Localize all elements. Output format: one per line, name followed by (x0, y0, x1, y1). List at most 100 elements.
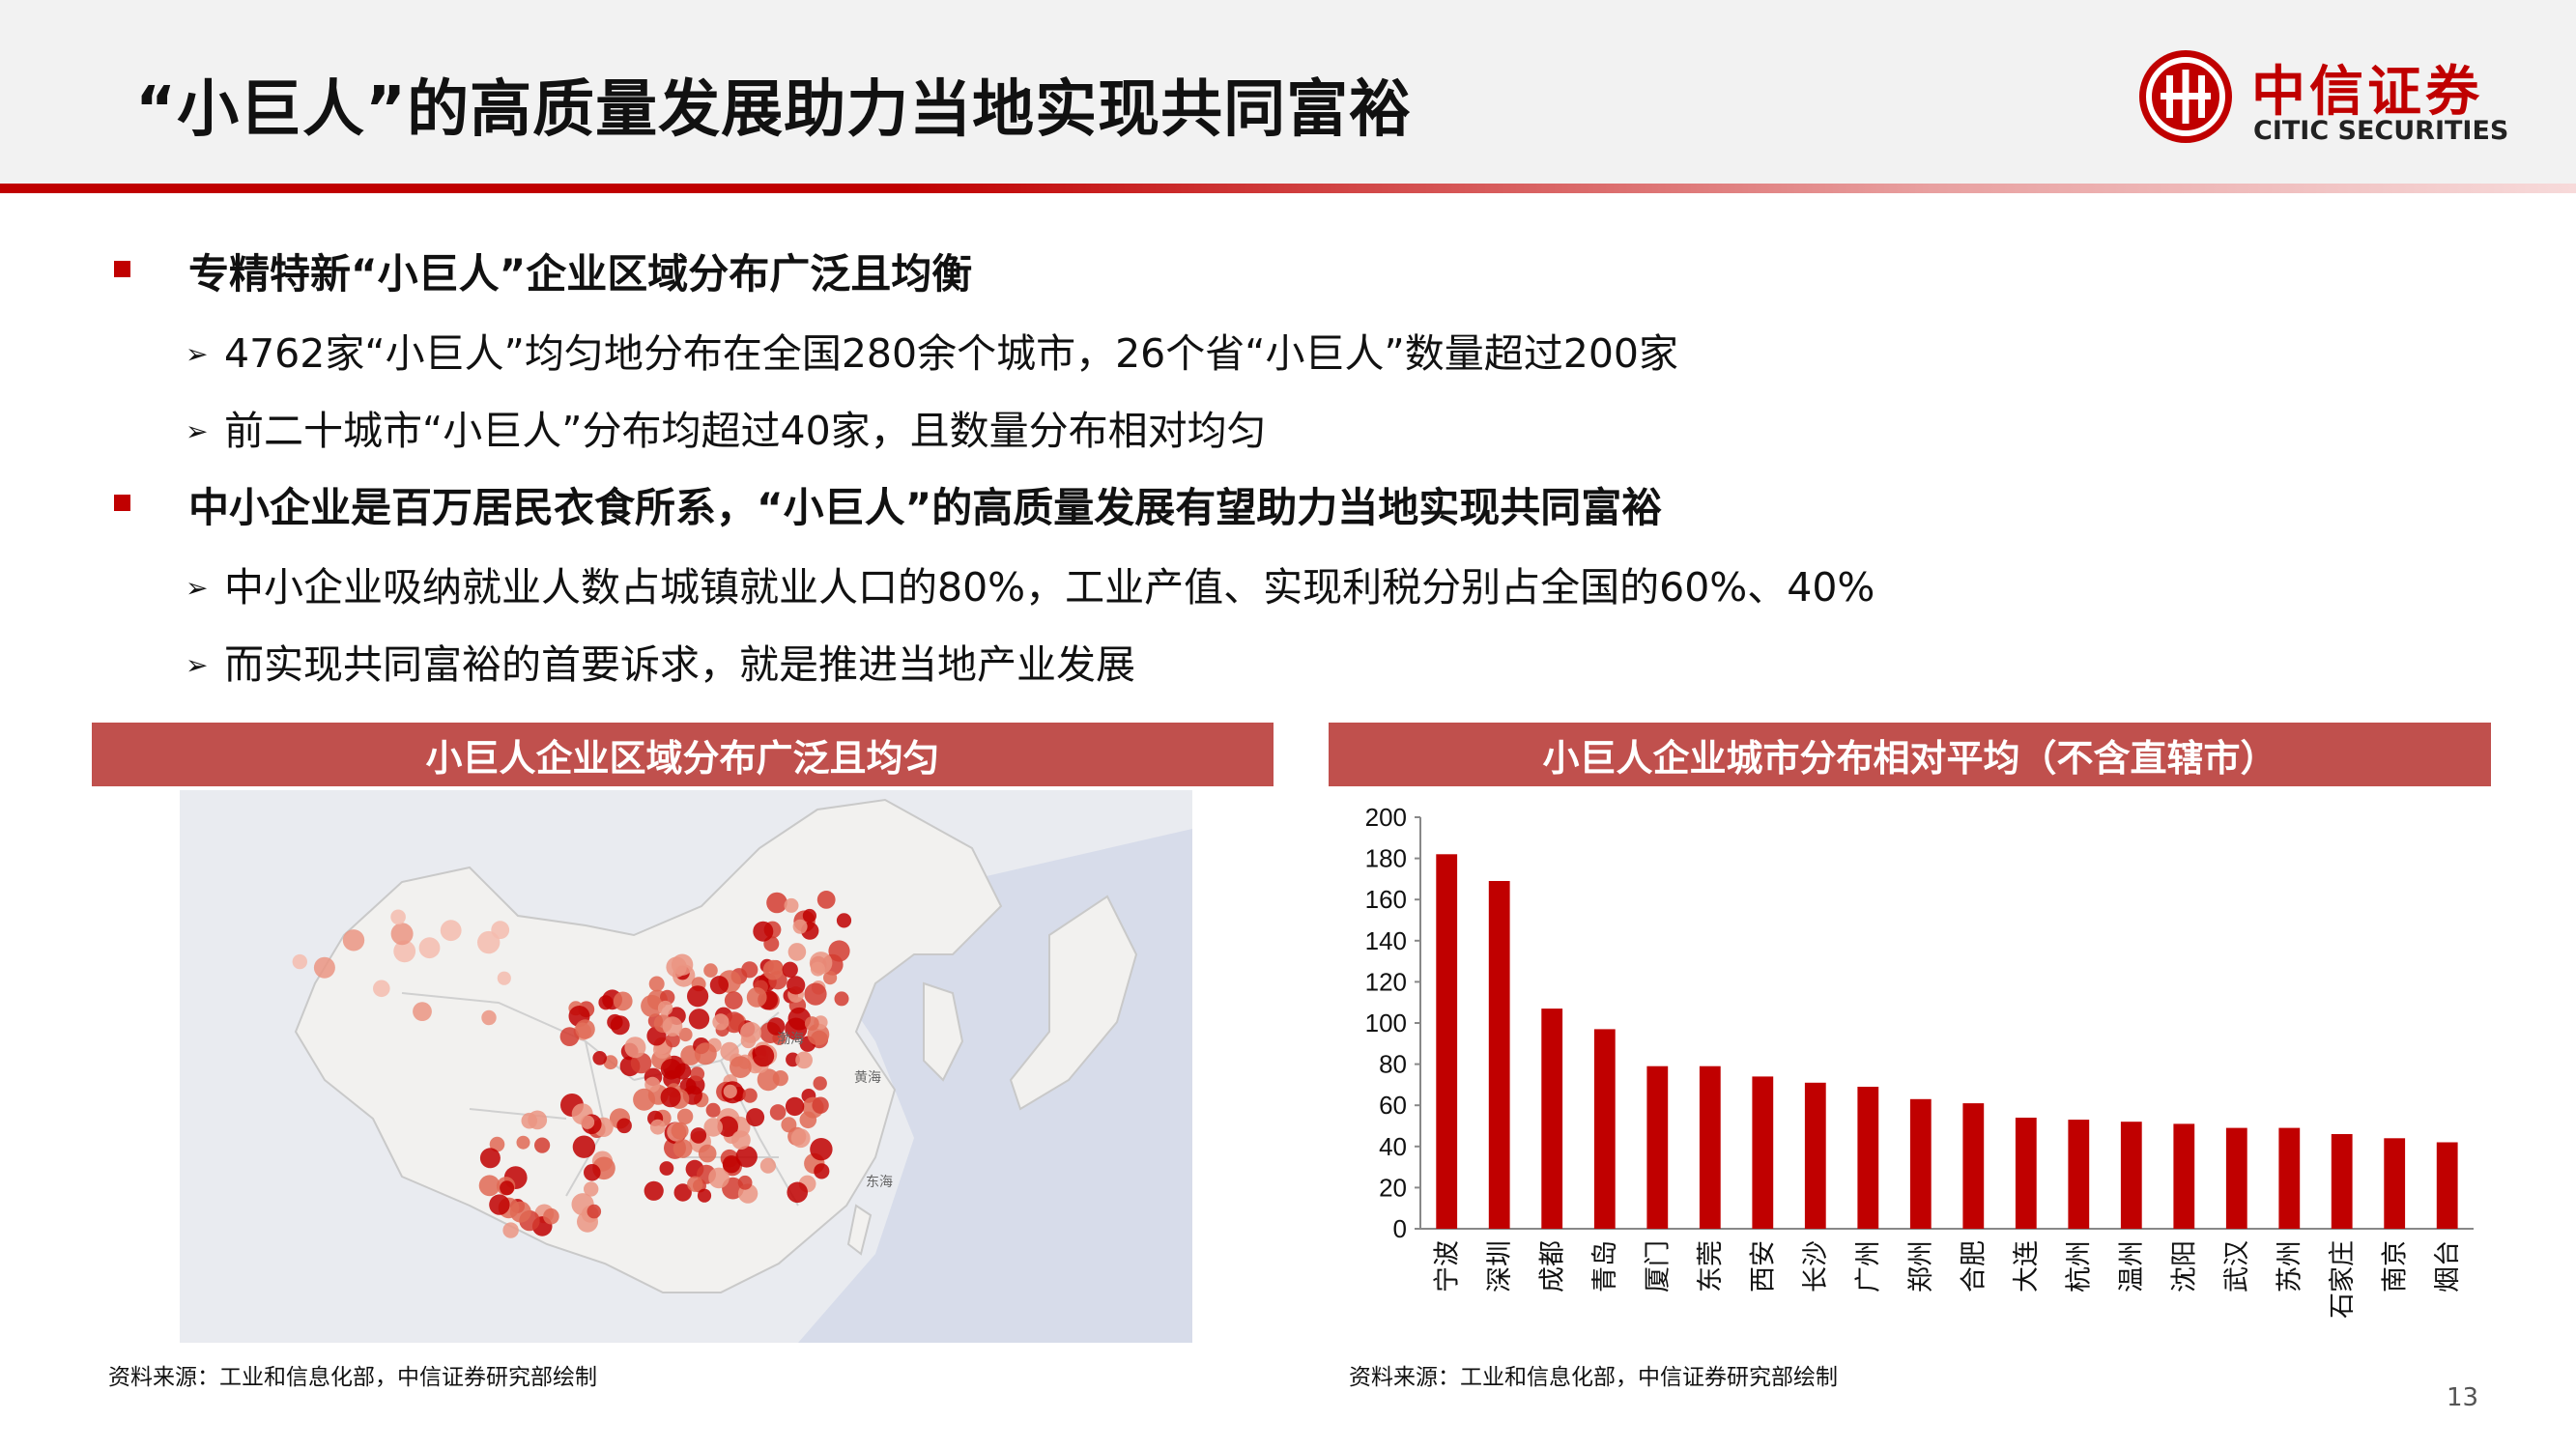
sub-bullet-2-2: 而实现共同富裕的首要诉求，就是推进当地产业发展 (224, 641, 1135, 688)
sub-bullet-2-1: 中小企业吸纳就业人数占城镇就业人口的80%，工业产值、实现利税分别占全国的60%… (224, 564, 1875, 611)
sub-bullet-1-2: 前二十城市“小巨人”分布均超过40家，且数量分布相对均匀 (224, 408, 1267, 454)
y-tick-label: 20 (1379, 1173, 1407, 1202)
map-dot (662, 1016, 683, 1037)
map-dot (671, 1122, 689, 1140)
y-tick-label: 100 (1365, 1009, 1407, 1037)
map-dot (390, 923, 414, 946)
map-dot (809, 952, 833, 975)
map-dot (740, 1021, 762, 1043)
y-tick-label: 140 (1365, 926, 1407, 955)
x-tick-label: 杭州 (2064, 1240, 2094, 1293)
map-dot (742, 1088, 758, 1103)
x-tick-label: 大连 (2012, 1240, 2042, 1293)
map-dot (722, 1155, 741, 1174)
map-dot (641, 994, 664, 1017)
map-dot (784, 897, 799, 913)
map-dot (477, 930, 501, 954)
map-dot (674, 1063, 692, 1080)
map-dot (390, 909, 406, 925)
map-dot (413, 1002, 432, 1021)
map-dot (724, 991, 743, 1009)
map-dot (823, 971, 838, 985)
map-dot (767, 1017, 786, 1036)
map-dot (659, 1161, 674, 1176)
map-dot (792, 919, 808, 934)
arrow-icon: ➢ (186, 338, 209, 370)
map-dot (697, 1188, 712, 1203)
arrow-icon: ➢ (186, 572, 209, 604)
map-dot (708, 1167, 730, 1189)
map-dot (342, 929, 365, 952)
map-dot (795, 1051, 813, 1069)
map-dot (752, 1044, 775, 1067)
map-dot (804, 1016, 819, 1031)
x-tick-label: 苏州 (2275, 1240, 2304, 1293)
map-dot (584, 1181, 599, 1197)
map-dot (572, 1135, 596, 1158)
map-dot (497, 971, 511, 985)
map-dot (828, 940, 850, 962)
map-panel-title: 小巨人企业区域分布广泛且均匀 (92, 723, 1274, 786)
x-tick-label: 深圳 (1485, 1240, 1515, 1293)
bullet-marker (114, 495, 130, 511)
map-dot (709, 976, 730, 995)
map-dot (500, 1180, 515, 1196)
map-dot (666, 956, 687, 978)
x-tick-label: 西安 (1748, 1240, 1778, 1293)
map-dot (665, 1033, 680, 1048)
map-dot (687, 985, 709, 1008)
map-dot (584, 1164, 601, 1181)
x-tick-label: 长沙 (1801, 1240, 1831, 1293)
map-dot (633, 1088, 656, 1111)
map-dot (769, 1104, 787, 1121)
map-dot (782, 961, 798, 978)
bar (1909, 1098, 1932, 1229)
map-dot (690, 1066, 705, 1082)
x-tick-label: 合肥 (1959, 1240, 1989, 1293)
map-dot (810, 1138, 833, 1161)
map-dot (624, 1037, 646, 1059)
x-tick-label: 成都 (1537, 1240, 1567, 1293)
map-dot (440, 920, 462, 942)
map-dot (703, 963, 718, 978)
y-tick-label: 200 (1365, 803, 1407, 832)
map-dot (673, 1139, 693, 1158)
y-tick-label: 0 (1393, 1214, 1407, 1243)
map-dot (781, 1117, 797, 1133)
bar (1752, 1076, 1774, 1229)
y-tick-label: 80 (1379, 1050, 1407, 1079)
x-tick-label: 厦门 (1643, 1240, 1673, 1293)
map-dot (746, 987, 767, 1008)
map-dot (813, 1076, 827, 1091)
chart-panel-title: 小巨人企业城市分布相对平均（不含直辖市） (1329, 723, 2491, 786)
map-dot (580, 1115, 595, 1129)
map-dot (479, 1148, 501, 1169)
y-tick-label: 60 (1379, 1091, 1407, 1120)
map-dot (746, 1108, 765, 1127)
map-dot (799, 1111, 817, 1129)
map-dot (575, 1019, 595, 1039)
y-tick-label: 120 (1365, 967, 1407, 996)
map-dot (509, 1201, 531, 1223)
map-dot (787, 976, 806, 995)
bar (1962, 1103, 1985, 1229)
map-dot (759, 1157, 777, 1174)
map-dot (598, 995, 614, 1010)
map-dot (543, 1208, 559, 1225)
map-dot (834, 991, 849, 1007)
map-dot (785, 1096, 805, 1117)
map-dot (802, 908, 817, 923)
map-dot (313, 956, 335, 979)
map-dot (717, 1116, 738, 1137)
map-dot (393, 940, 416, 963)
bar (2278, 1127, 2301, 1229)
map-dot (587, 1204, 602, 1219)
map-dot (616, 1118, 632, 1134)
bar (1857, 1087, 1879, 1229)
bar-chart: 0 20 40 60 80 100 120 140 160 180 200 宁波 深圳 成都 青岛 厦门 东莞西… (1365, 803, 2474, 1319)
bar (2173, 1123, 2195, 1229)
bar (1804, 1082, 1826, 1229)
map-dot (703, 1118, 723, 1137)
bar (2120, 1122, 2142, 1229)
map-dot (418, 937, 441, 959)
